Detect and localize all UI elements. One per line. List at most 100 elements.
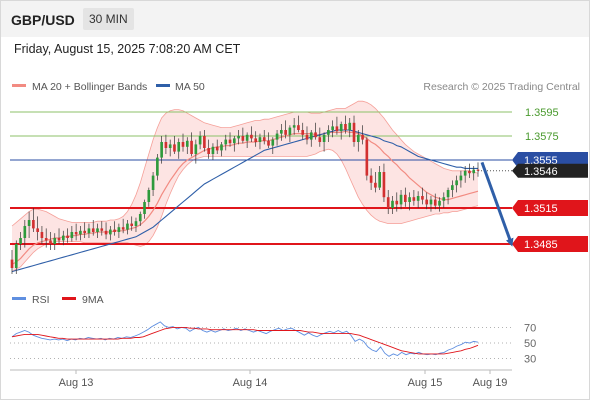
candle-body xyxy=(121,227,125,230)
candle-body xyxy=(314,132,317,138)
candle xyxy=(403,187,407,207)
candle xyxy=(378,166,381,190)
candle-body xyxy=(459,175,463,181)
candle-body xyxy=(301,130,305,135)
candle xyxy=(53,233,57,250)
candle-body xyxy=(160,142,163,158)
candle xyxy=(224,134,228,151)
candle-body xyxy=(275,133,279,140)
candle xyxy=(160,136,163,164)
candle-body xyxy=(288,127,292,135)
candle xyxy=(168,139,172,157)
candle xyxy=(446,187,450,205)
candles-layer xyxy=(10,115,480,274)
candle xyxy=(36,216,39,241)
bollinger-upper-line xyxy=(11,100,479,227)
symbol-label: GBP/USD xyxy=(11,12,75,28)
candle-body xyxy=(416,196,420,201)
candle xyxy=(395,192,399,212)
candle xyxy=(66,228,69,243)
candle-body xyxy=(322,134,326,142)
candle-body xyxy=(395,200,399,205)
candle xyxy=(19,232,22,250)
candle xyxy=(374,172,377,193)
candle-body xyxy=(83,230,87,234)
level-label-resistance: 1.3595 xyxy=(525,107,559,119)
x-tick-label: Aug 19 xyxy=(473,377,508,389)
candle-body xyxy=(344,124,347,130)
candle-body xyxy=(476,169,480,171)
candle-body xyxy=(198,136,202,145)
candle-body xyxy=(156,157,159,176)
legend-rsi-ma-swatch xyxy=(62,297,76,300)
candle-body xyxy=(79,230,82,235)
forecast-arrow xyxy=(480,161,514,247)
candle-body xyxy=(455,180,458,186)
legend-rsi-ma-label: 9MA xyxy=(82,294,104,306)
candle xyxy=(429,196,433,212)
candle-body xyxy=(356,134,360,142)
candle xyxy=(421,187,424,205)
candle xyxy=(391,196,394,214)
candle-body xyxy=(104,230,108,235)
candle xyxy=(109,226,112,241)
candle-body xyxy=(74,232,78,235)
candle-body xyxy=(361,134,364,140)
candle-body xyxy=(339,124,343,132)
candle-body xyxy=(215,146,219,151)
candle-body xyxy=(190,140,193,154)
candle-body xyxy=(331,126,334,130)
candle xyxy=(451,180,454,198)
candle-body xyxy=(203,136,206,148)
candle-body xyxy=(40,232,44,238)
candle-body xyxy=(181,142,185,147)
candle xyxy=(113,221,116,236)
candle xyxy=(156,154,159,181)
candle-body xyxy=(403,194,407,202)
timeframe-button[interactable]: 30 MIN xyxy=(83,8,134,30)
candle-body xyxy=(185,140,189,147)
legend-rsi-label: RSI xyxy=(32,294,50,306)
candle-body xyxy=(352,122,356,142)
candle xyxy=(245,132,249,148)
level-tag-support: 1.3485 xyxy=(512,236,588,252)
candle xyxy=(284,120,287,139)
candle xyxy=(215,139,219,154)
candle-body xyxy=(138,214,142,222)
candle xyxy=(57,228,61,244)
candle-body xyxy=(96,228,99,232)
candle-body xyxy=(305,134,309,140)
bollinger-band-layer xyxy=(11,100,479,272)
candle-body xyxy=(113,229,116,232)
candle-body xyxy=(147,190,151,202)
attribution-text: Research © 2025 Trading Central xyxy=(423,81,580,93)
candle-body xyxy=(164,142,168,148)
candle-body xyxy=(292,125,296,128)
candle-body xyxy=(429,199,433,205)
rsi-line xyxy=(11,321,479,357)
candle-body xyxy=(134,221,138,226)
candle xyxy=(138,211,142,226)
candle-body xyxy=(284,130,287,135)
candle xyxy=(190,132,193,157)
candle xyxy=(463,166,467,183)
candle-body xyxy=(70,232,74,238)
candle-body xyxy=(451,185,454,190)
candle-body xyxy=(327,130,330,135)
candle-body xyxy=(446,190,450,198)
candle xyxy=(382,163,386,202)
candle xyxy=(232,136,236,152)
candle-body xyxy=(438,200,441,206)
candle-body xyxy=(425,199,429,205)
candle-body xyxy=(369,175,373,183)
candle xyxy=(476,162,480,177)
candle xyxy=(280,124,283,141)
candle xyxy=(408,192,411,211)
candle xyxy=(416,191,420,208)
candle xyxy=(412,190,416,206)
candle xyxy=(314,122,317,140)
candle xyxy=(14,240,18,274)
candle xyxy=(91,220,95,236)
candle-body xyxy=(258,137,262,142)
